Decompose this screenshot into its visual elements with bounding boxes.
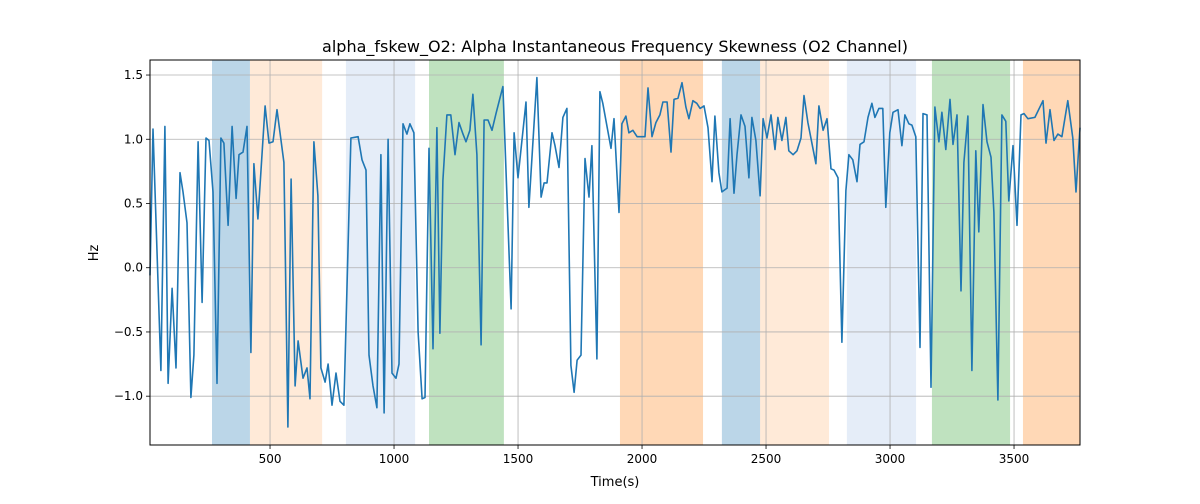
y-tick-label: 0.0	[124, 261, 143, 275]
y-tick-label: 0.5	[124, 196, 143, 210]
highlight-band	[429, 60, 504, 445]
y-axis: −1.0 −0.5 0.0 0.5 1.0 1.5	[114, 68, 150, 403]
chart-title: alpha_fskew_O2: Alpha Instantaneous Freq…	[322, 37, 908, 57]
y-tick-label: 1.0	[124, 132, 143, 146]
y-tick-label: −0.5	[114, 325, 143, 339]
x-tick-label: 3000	[875, 452, 906, 466]
x-tick-label: 2500	[751, 452, 782, 466]
y-tick-label: −1.0	[114, 389, 143, 403]
highlight-band	[619, 60, 704, 445]
x-axis-label: Time(s)	[590, 475, 640, 490]
x-tick-label: 2000	[627, 452, 658, 466]
x-tick-label: 500	[259, 452, 282, 466]
highlight-band	[212, 60, 250, 445]
x-tick-label: 1500	[503, 452, 534, 466]
series-line	[149, 76, 1081, 428]
x-tick-label: 3500	[999, 452, 1030, 466]
y-tick-label: 1.5	[124, 68, 143, 82]
y-axis-label: Hz	[87, 245, 102, 262]
plot-frame	[149, 59, 1081, 446]
highlight-band	[345, 60, 416, 445]
x-axis: 500 1000 1500 2000 2500 3000 3500	[259, 445, 1030, 466]
x-tick-label: 1000	[379, 452, 410, 466]
grid	[150, 60, 1080, 445]
highlight-bands	[212, 60, 1080, 445]
series	[149, 76, 1081, 428]
